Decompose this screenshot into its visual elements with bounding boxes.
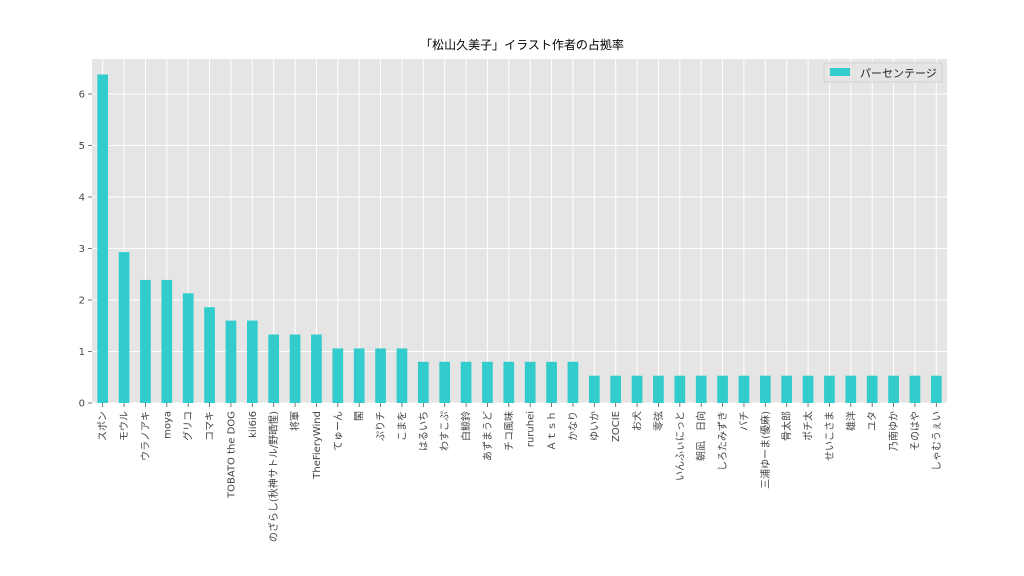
x-tick-label: ウラノアキ (140, 411, 152, 461)
bar (246, 320, 258, 403)
y-tick-label: 3 (79, 244, 85, 255)
x-tick-label: TheFieryWind (312, 411, 323, 480)
x-tick-label: グリコ (182, 411, 195, 441)
bar (759, 375, 771, 403)
bar (460, 361, 472, 403)
x-tick-label: モウル (119, 411, 131, 441)
bar (140, 279, 151, 403)
x-tick-label: チコ風味 (503, 411, 515, 451)
bar (268, 334, 280, 403)
bar (930, 375, 942, 403)
x-tick-label: わすこぷ (439, 411, 451, 451)
bar (161, 279, 173, 403)
x-tick-label: ぷりチ (375, 411, 387, 441)
y-axis: 0 1 2 3 4 5 6 (79, 90, 92, 410)
bar (439, 361, 451, 403)
x-tick-label: moya (162, 411, 173, 439)
x-tick-label: てゅーん (332, 411, 344, 451)
x-tick-label: Ａｔｓｈ (546, 411, 558, 451)
bar (225, 320, 237, 403)
bar (631, 375, 643, 403)
x-tick-label: 零弦 (652, 411, 665, 431)
legend-label: パーセンテージ (860, 67, 937, 80)
x-tick-label: 三浦ゆーま(優麻) (759, 411, 772, 489)
x-tick-label: 閣 (354, 411, 366, 421)
chart-title: 「松山久美子」イラスト作者の占拠率 (420, 37, 624, 52)
legend-box (823, 62, 943, 83)
x-tick-label: 雄洋 (844, 411, 857, 431)
bar (311, 334, 322, 403)
x-tick-label: コマキ (205, 411, 216, 441)
bar (866, 375, 878, 403)
x-tick-label: スポン (97, 411, 109, 441)
x-tick-label: 白鯨鈴 (460, 411, 473, 441)
x-tick-label: ZOCIE (611, 411, 622, 442)
y-tick-label: 6 (79, 90, 85, 101)
x-tick-label: 乃南ゆか (887, 411, 900, 451)
y-tick-label: 0 (79, 399, 85, 410)
bar (653, 375, 664, 403)
bar (482, 361, 493, 403)
bar (417, 361, 429, 403)
x-tick-label: バチ (738, 411, 750, 431)
bar (674, 375, 686, 403)
x-tick-label: 骨太郎 (780, 411, 793, 441)
bar (97, 74, 109, 404)
bar (353, 348, 365, 403)
bar (781, 375, 793, 403)
legend-swatch (830, 68, 850, 76)
x-tick-label: ユタ (867, 411, 879, 431)
bar (396, 348, 408, 403)
bar (845, 375, 857, 403)
x-tick-label: TOBATO the DOG (226, 411, 237, 499)
bar (204, 307, 215, 403)
x-tick-label: kii6i6 (248, 411, 259, 438)
bar (546, 361, 557, 403)
bar (717, 375, 728, 403)
x-tick-label: しゃむうぇい (931, 411, 943, 471)
x-tick-label: かなり (567, 411, 579, 441)
x-tick-label: お犬 (631, 411, 644, 431)
x-tick-label: ゆいか (589, 411, 601, 441)
x-tick-label: はるいち (418, 411, 430, 451)
x-tick-label: しろたみずき (717, 411, 729, 471)
bar (588, 375, 600, 403)
y-tick-label: 4 (79, 193, 85, 204)
x-tick-label: こまを (396, 411, 408, 441)
x-tick-label: いんふぃにっと (674, 411, 686, 481)
x-tick-label: あずまうど (482, 411, 494, 461)
x-tick-label: 朝凪 日向 (695, 411, 708, 461)
bar (182, 293, 194, 403)
bars (97, 74, 942, 404)
bar (289, 334, 301, 403)
y-tick-label: 5 (79, 141, 85, 152)
bar (824, 375, 835, 403)
bar (909, 375, 921, 403)
x-tick-label: ポチ太 (802, 411, 815, 441)
bar (567, 361, 579, 403)
x-axis: スポン モウル ウラノアキ moya グリコ コマキ TOBATO the DOG kii6i… (97, 403, 943, 542)
bar (802, 375, 814, 403)
bar (524, 361, 536, 403)
legend: パーセンテージ (823, 62, 943, 83)
bar (888, 375, 899, 403)
x-tick-label: そのはや (909, 411, 921, 451)
bar (695, 375, 707, 403)
bar (332, 348, 344, 403)
bar (375, 348, 386, 403)
x-tick-label: のざらし(秋神サトル/野晒惺) (267, 411, 280, 542)
y-tick-label: 1 (79, 347, 85, 358)
bar (738, 375, 750, 403)
y-tick-label: 2 (79, 296, 85, 307)
x-tick-label: ruruhei (526, 411, 537, 447)
x-tick-label: 将軍 (290, 411, 302, 431)
bar (503, 361, 515, 403)
x-tick-label: せいこさま (824, 411, 836, 461)
bar (118, 252, 130, 403)
bar (610, 375, 622, 403)
